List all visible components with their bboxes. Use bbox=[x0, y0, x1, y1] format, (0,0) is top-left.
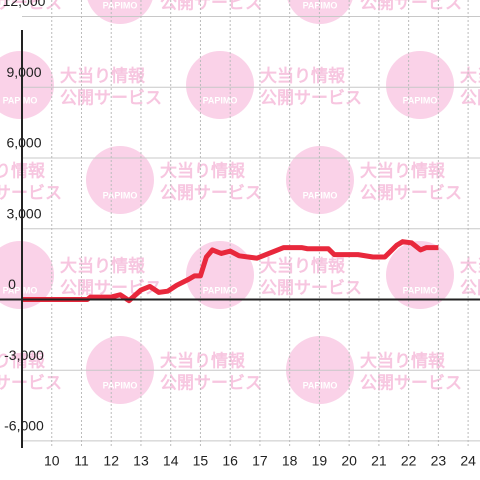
watermark-logo bbox=[386, 51, 454, 119]
watermark-brand: PAPIMO bbox=[303, 380, 338, 390]
x-tick-label: 15 bbox=[193, 453, 209, 469]
watermark-line2: 公開サービス bbox=[460, 88, 480, 107]
watermark-line1: 大当り情報 bbox=[160, 350, 246, 370]
x-tick-label: 21 bbox=[371, 453, 387, 469]
watermark-line2: 公開サービス bbox=[0, 373, 62, 392]
watermark-line2: 公開サービス bbox=[260, 88, 362, 107]
watermark-logo bbox=[386, 241, 454, 309]
watermark-brand: PAPIMO bbox=[303, 0, 338, 10]
watermark-line1: 大当り情報 bbox=[60, 255, 146, 275]
watermark-layer: PAPIMO大当り情報公開サービスPAPIMO大当り情報公開サービスPAPIMO… bbox=[0, 0, 480, 404]
plot-layer bbox=[22, 239, 439, 304]
x-tick-label: 24 bbox=[460, 453, 476, 469]
watermark-brand: PAPIMO bbox=[403, 95, 438, 105]
watermark-line1: 大当り情報 bbox=[260, 255, 346, 275]
x-tick-label: 19 bbox=[312, 453, 328, 469]
watermark-brand: PAPIMO bbox=[3, 95, 38, 105]
watermark-line1: 大当り情報 bbox=[260, 65, 346, 85]
watermark-brand: PAPIMO bbox=[203, 285, 238, 295]
x-tick-label: 17 bbox=[252, 453, 268, 469]
x-tick-label: 16 bbox=[222, 453, 238, 469]
watermark-line2: 公開サービス bbox=[360, 0, 462, 12]
watermark-logo bbox=[286, 146, 354, 214]
watermark-brand: PAPIMO bbox=[403, 285, 438, 295]
watermark-line1: 大当り情報 bbox=[460, 255, 480, 275]
watermark-line2: 公開サービス bbox=[460, 278, 480, 297]
watermark-brand: PAPIMO bbox=[3, 285, 38, 295]
watermark-line2: 公開サービス bbox=[260, 278, 362, 297]
watermark-line1: 大当り情報 bbox=[360, 160, 446, 180]
watermark-line2: 公開サービス bbox=[0, 183, 62, 202]
watermark-line2: 公開サービス bbox=[160, 373, 262, 392]
watermark-line1: 大当り情報 bbox=[460, 65, 480, 85]
watermark-brand: PAPIMO bbox=[103, 0, 138, 10]
watermark-brand: PAPIMO bbox=[103, 380, 138, 390]
watermark-line1: 大当り情報 bbox=[60, 65, 146, 85]
y-tick-label: 0 bbox=[8, 276, 16, 292]
y-tick-label: -3,000 bbox=[4, 347, 44, 363]
x-tick-label: 14 bbox=[163, 453, 179, 469]
watermark-line1: 大当り情報 bbox=[360, 350, 446, 370]
watermark-line2: 公開サービス bbox=[0, 0, 62, 12]
watermark-brand: PAPIMO bbox=[103, 190, 138, 200]
x-tick-label: 11 bbox=[74, 453, 89, 469]
y-tick-label: 12,000 bbox=[3, 0, 46, 9]
watermark-logo bbox=[287, 0, 353, 24]
x-tick-label: 13 bbox=[133, 453, 149, 469]
watermark-line2: 公開サービス bbox=[360, 183, 462, 202]
watermark-logo bbox=[186, 241, 254, 309]
y-tick-label: 6,000 bbox=[6, 135, 41, 151]
watermark-logo bbox=[0, 241, 54, 309]
watermark-logo bbox=[87, 0, 153, 24]
y-tick-label: 3,000 bbox=[6, 205, 41, 221]
watermark-line1: 大当り情報 bbox=[160, 160, 246, 180]
x-tick-label: 18 bbox=[282, 453, 298, 469]
y-tick-label: 9,000 bbox=[6, 64, 41, 80]
x-tick-label: 12 bbox=[103, 453, 119, 469]
x-tick-label: 10 bbox=[44, 453, 60, 469]
data-line bbox=[22, 239, 439, 304]
watermark-line2: 公開サービス bbox=[160, 0, 262, 12]
watermark-logo bbox=[86, 146, 154, 214]
watermark-logo bbox=[186, 51, 254, 119]
watermark-line2: 公開サービス bbox=[160, 183, 262, 202]
x-tick-label: 20 bbox=[341, 453, 357, 469]
x-tick-label: 23 bbox=[431, 453, 447, 469]
watermark-logo bbox=[0, 51, 54, 119]
y-tick-label: -6,000 bbox=[4, 418, 44, 434]
watermark-brand: PAPIMO bbox=[303, 190, 338, 200]
watermark-brand: PAPIMO bbox=[203, 95, 238, 105]
x-tick-label: 22 bbox=[401, 453, 417, 469]
watermark-line2: 公開サービス bbox=[360, 373, 462, 392]
